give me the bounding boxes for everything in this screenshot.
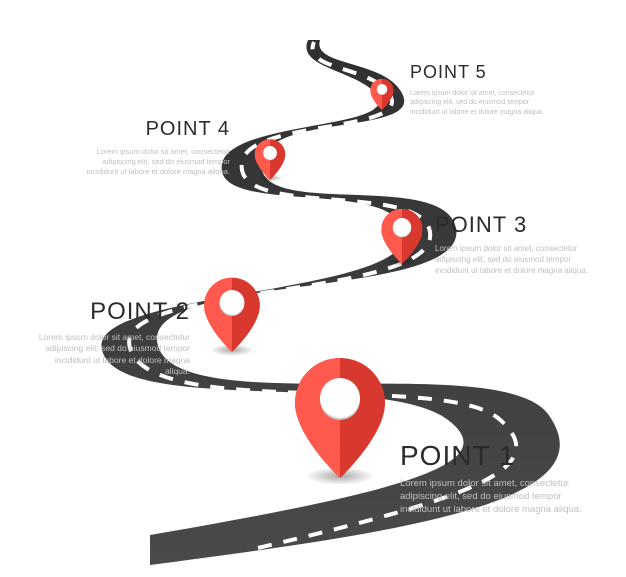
roadmap-infographic: POINT 1 Lorem ipsum dolor sit amet, cons… xyxy=(0,0,626,577)
point-3-title: POINT 3 xyxy=(435,212,590,238)
map-pin-3 xyxy=(381,209,422,264)
point-4-title: POINT 4 xyxy=(80,118,230,141)
point-2-block: POINT 2 Lorem ipsum dolor sit amet, cons… xyxy=(30,298,190,378)
point-5-block: POINT 5 Lorem ipsum dolor sit amet, cons… xyxy=(410,62,555,117)
map-pin-1 xyxy=(295,358,385,478)
point-1-block: POINT 1 Lorem ipsum dolor sit amet, cons… xyxy=(400,440,590,516)
map-pin-2 xyxy=(204,278,260,352)
point-1-body: Lorem ipsum dolor sit amet, consectetur … xyxy=(400,478,590,516)
point-2-title: POINT 2 xyxy=(30,298,190,326)
point-5-title: POINT 5 xyxy=(410,62,555,83)
map-pin-5 xyxy=(370,79,393,110)
point-4-block: POINT 4 Lorem ipsum dolor sit amet, cons… xyxy=(80,118,230,177)
point-3-block: POINT 3 Lorem ipsum dolor sit amet, cons… xyxy=(435,212,590,276)
point-1-title: POINT 1 xyxy=(400,440,590,472)
map-pin-4 xyxy=(255,139,286,180)
point-4-body: Lorem ipsum dolor sit amet, consectetur … xyxy=(80,147,230,177)
point-3-body: Lorem ipsum dolor sit amet, consectetur … xyxy=(435,244,590,276)
point-2-body: Lorem ipsum dolor sit amet, consectetur … xyxy=(30,332,190,378)
point-5-body: Lorem ipsum dolor sit amet, consectetur … xyxy=(410,89,555,117)
